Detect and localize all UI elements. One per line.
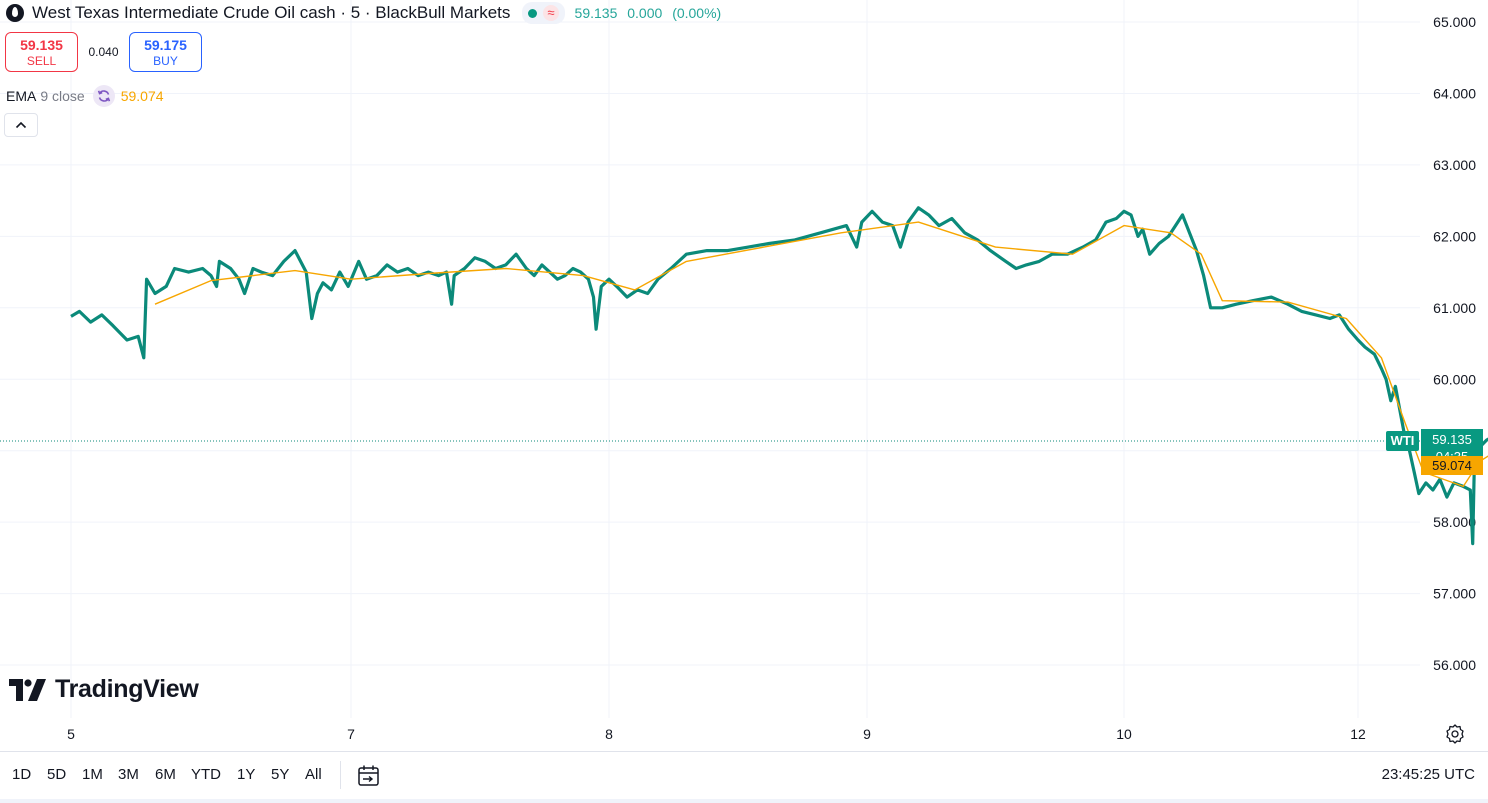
bottom-strip [0,799,1488,803]
y-tick-label-9: 65.000 [1433,14,1476,30]
indicator-legend[interactable]: EMA 9 close 59.074 [6,85,164,107]
change-percent-value: (0.00%) [672,5,722,21]
range-button-5d[interactable]: 5D [47,766,67,783]
symbol-tag: WTI [1386,431,1419,452]
y-tick-label-6: 62.000 [1433,228,1476,244]
collapse-legend-button[interactable] [4,113,38,137]
last-price-readout: 59.135 0.000 (0.00%) [575,5,728,21]
tradingview-logo[interactable]: TradingView [9,675,199,704]
x-tick-label-0: 5 [67,726,75,742]
indicator-params: 9 close [40,88,85,104]
trade-panel: 59.135 SELL 0.040 59.175 BUY [5,32,202,72]
x-tick-label-2: 8 [605,726,613,742]
sell-label: SELL [26,53,57,68]
chart-legend: West Texas Intermediate Crude Oil cash ·… [6,2,727,24]
buy-price: 59.175 [144,36,187,53]
y-tick-label-4: 60.000 [1433,371,1476,387]
ema-series-line [154,221,1488,488]
sell-price: 59.135 [20,36,63,53]
range-button-3m[interactable]: 3M [118,766,139,783]
y-tick-label-2: 58.000 [1433,514,1476,530]
symbol-title[interactable]: West Texas Intermediate Crude Oil cash ·… [32,3,511,22]
tradingview-logo-icon [9,678,46,701]
x-tick-label-1: 7 [347,726,355,742]
gear-icon[interactable] [1444,723,1466,745]
indicator-name: EMA [6,88,37,104]
oil-drop-icon [6,4,24,22]
refresh-icon[interactable] [92,85,115,107]
range-button-all[interactable]: All [305,766,322,783]
y-tick-label-7: 63.000 [1433,157,1476,173]
buy-button[interactable]: 59.175 BUY [129,32,202,72]
utc-clock[interactable]: 23:45:25 UTC [1381,766,1475,783]
y-tick-label-0: 56.000 [1433,657,1476,673]
toolbar-divider [340,761,341,789]
range-button-ytd[interactable]: YTD [191,766,221,783]
ema-price-tag: 59.074 [1421,456,1483,476]
buy-label: BUY [153,53,178,68]
price-chart[interactable]: 56.00057.00058.00059.00060.00061.00062.0… [0,0,1488,751]
price-series-line [70,206,1488,546]
y-tick-label-1: 57.000 [1433,586,1476,602]
range-button-6m[interactable]: 6M [155,766,176,783]
bottom-toolbar: 1D 5D 1M 3M 6M YTD 1Y 5Y All 23:45:25 UT… [0,751,1488,800]
chevron-up-icon [15,121,27,129]
change-value: 0.000 [627,5,663,21]
sell-button[interactable]: 59.135 SELL [5,32,78,72]
range-button-1m[interactable]: 1M [82,766,103,783]
last-price-tag-value: 59.135 [1432,432,1472,448]
y-tick-label-8: 64.000 [1433,85,1476,101]
x-tick-label-3: 9 [863,726,871,742]
x-tick-label-4: 10 [1116,726,1132,742]
y-tick-label-5: 61.000 [1433,300,1476,316]
range-button-5y[interactable]: 5Y [271,766,290,783]
last-price-value: 59.135 [574,5,618,21]
spread-value: 0.040 [88,45,119,59]
range-button-1y[interactable]: 1Y [237,766,256,783]
x-tick-label-5: 12 [1350,726,1366,742]
range-button-1d[interactable]: 1D [12,766,32,783]
market-status-pill[interactable]: ≈ [522,2,565,24]
tradingview-logo-text: TradingView [55,675,199,703]
delay-badge: ≈ [543,5,559,21]
calendar-range-icon[interactable] [356,763,382,789]
market-open-dot-icon [528,8,538,18]
indicator-value: 59.074 [120,88,164,104]
